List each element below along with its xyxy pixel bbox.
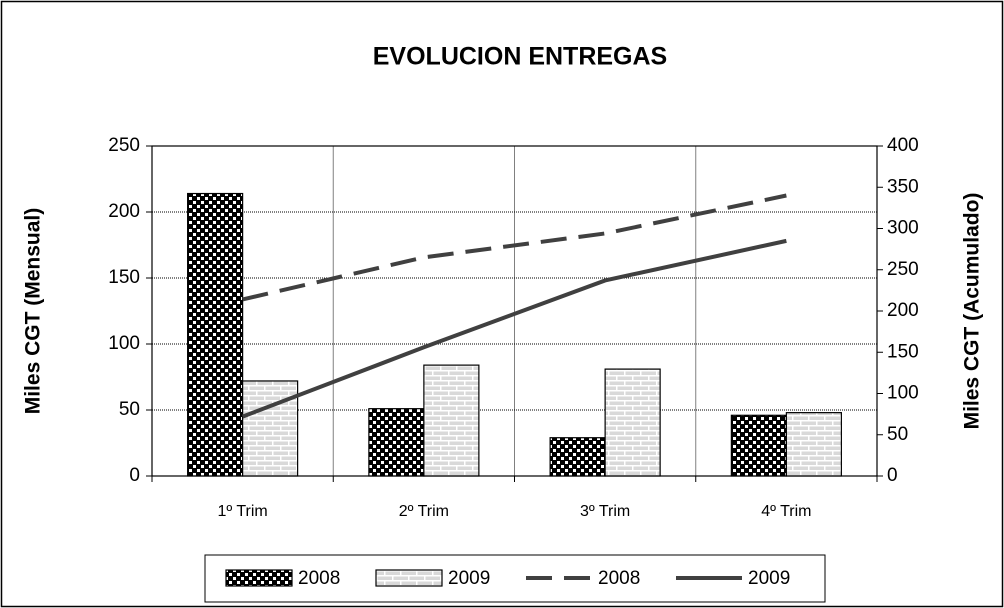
- y-tick-label: 100: [108, 333, 140, 354]
- y2-tick-label: 400: [887, 135, 919, 156]
- bar: [368, 408, 425, 477]
- plot-border: [151, 145, 878, 477]
- y-tick-label: 250: [108, 135, 140, 156]
- y2-axis-label: Miles CGT (Acumulado): [961, 193, 984, 430]
- x-tick-label: 4º Trim: [761, 503, 811, 520]
- y2-tick-label: 350: [887, 176, 919, 197]
- y-tick-label: 50: [119, 399, 140, 420]
- legend-label: 2008: [598, 568, 640, 589]
- y-axis-label: Miles CGT (Mensual): [22, 208, 45, 415]
- x-tick-label: 3º Trim: [580, 503, 630, 520]
- bar: [242, 380, 299, 477]
- y2-tick-label: 300: [887, 218, 919, 239]
- y2-tick-label: 100: [887, 383, 919, 404]
- bar: [604, 368, 661, 477]
- y-tick-label: 150: [108, 267, 140, 288]
- legend-label: 2009: [448, 568, 490, 589]
- bar: [423, 364, 480, 477]
- line-series: [242, 193, 787, 302]
- bar: [730, 414, 787, 477]
- y2-tick-label: 0: [887, 465, 898, 486]
- y2-tick-label: 250: [887, 259, 919, 280]
- x-tick-label: 1º Trim: [217, 503, 267, 520]
- y2-tick-label: 150: [887, 341, 919, 362]
- line-series: [241, 238, 787, 419]
- legend-swatch: [375, 569, 443, 587]
- y2-tick-label: 200: [887, 300, 919, 321]
- legend-swatch: [225, 569, 293, 587]
- y-tick-label: 0: [129, 465, 140, 486]
- bar: [785, 412, 842, 477]
- y2-tick-label: 50: [887, 424, 908, 445]
- x-tick-label: 2º Trim: [399, 503, 449, 520]
- legend-label: 2008: [298, 568, 340, 589]
- y-tick-label: 200: [108, 201, 140, 222]
- chart-title: EVOLUCION ENTREGAS: [373, 43, 667, 71]
- bar: [187, 192, 244, 477]
- bar: [549, 437, 606, 477]
- legend-label: 2009: [748, 568, 790, 589]
